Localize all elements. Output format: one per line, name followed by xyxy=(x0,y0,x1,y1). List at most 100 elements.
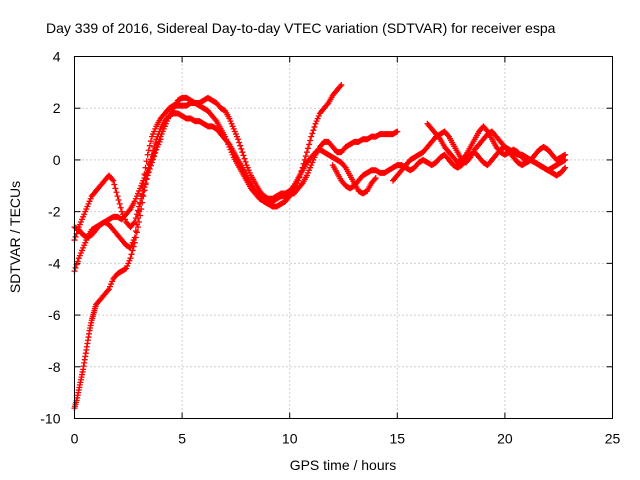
x-tick-label: 0 xyxy=(71,431,79,447)
x-axis-label: GPS time / hours xyxy=(290,457,397,473)
data-point xyxy=(143,176,150,183)
data-point xyxy=(371,176,378,183)
data-point xyxy=(148,159,155,166)
data-point xyxy=(152,149,159,156)
data-point xyxy=(134,207,141,214)
data-point xyxy=(104,287,111,294)
data-point xyxy=(483,127,490,134)
data-point xyxy=(338,81,345,88)
data-point xyxy=(144,151,151,158)
y-tick-label: 0 xyxy=(53,152,61,168)
data-point xyxy=(115,197,122,204)
data-point xyxy=(466,155,473,162)
data-point xyxy=(239,149,246,156)
series-track-d xyxy=(71,136,164,244)
data-point xyxy=(150,156,157,163)
data-point xyxy=(128,251,135,258)
data-point xyxy=(309,130,316,137)
data-point xyxy=(240,152,247,159)
x-tick-labels: 0 5 10 15 20 25 xyxy=(71,431,621,447)
data-point xyxy=(302,153,309,160)
data-point xyxy=(72,233,79,240)
data-point xyxy=(133,229,140,236)
data-point xyxy=(127,255,134,262)
data-point xyxy=(74,227,81,234)
data-point xyxy=(303,149,310,156)
data-point xyxy=(311,123,318,130)
plot-frame xyxy=(74,56,613,419)
data-point xyxy=(146,165,153,172)
chart-title: Day 339 of 2016, Sidereal Day-to-day VTE… xyxy=(46,20,556,36)
data-point xyxy=(142,180,149,187)
data-point xyxy=(241,155,248,162)
data-point xyxy=(237,142,244,149)
data-point xyxy=(131,218,138,225)
data-point xyxy=(561,165,568,172)
data-point xyxy=(131,234,138,241)
data-point xyxy=(444,132,451,139)
data-point xyxy=(143,158,150,165)
data-point xyxy=(235,136,242,143)
data-point xyxy=(462,153,469,160)
data-point xyxy=(436,134,443,141)
data-points xyxy=(71,81,569,412)
data-point xyxy=(114,193,121,200)
data-point xyxy=(307,137,314,144)
data-point xyxy=(306,141,313,148)
data-point xyxy=(74,258,81,265)
y-tick-label: -10 xyxy=(40,411,60,427)
x-tick-label: 20 xyxy=(497,431,513,447)
data-point xyxy=(304,145,311,152)
data-point xyxy=(324,101,331,108)
data-point xyxy=(141,184,148,191)
x-tick-label: 15 xyxy=(390,431,406,447)
data-point xyxy=(394,128,401,135)
data-point xyxy=(117,204,124,211)
data-point xyxy=(113,189,120,196)
data-point xyxy=(145,169,152,176)
data-point xyxy=(138,195,145,202)
data-point xyxy=(132,228,139,235)
series-track-g xyxy=(424,120,569,166)
data-point xyxy=(562,164,569,171)
data-point xyxy=(110,177,117,184)
y-tick-label: -6 xyxy=(48,307,61,323)
data-point xyxy=(72,264,79,271)
x-tick-label: 10 xyxy=(282,431,298,447)
data-point xyxy=(132,215,139,222)
y-tick-label: 2 xyxy=(53,100,61,116)
y-tick-label: -8 xyxy=(48,359,61,375)
data-point xyxy=(147,162,154,169)
data-point xyxy=(140,187,147,194)
data-point xyxy=(372,175,379,182)
data-point xyxy=(139,191,146,198)
data-point xyxy=(133,211,140,218)
data-point xyxy=(341,163,348,170)
data-point xyxy=(112,185,119,192)
data-point xyxy=(130,220,137,227)
data-point xyxy=(238,145,245,152)
data-point xyxy=(236,139,243,146)
data-point xyxy=(145,147,152,154)
data-point xyxy=(111,181,118,188)
data-point xyxy=(298,181,305,188)
data-point xyxy=(147,138,154,145)
x-tick-label: 25 xyxy=(605,431,621,447)
data-point xyxy=(242,158,249,165)
data-point xyxy=(562,151,569,158)
y-tick-label: -2 xyxy=(48,204,61,220)
data-point xyxy=(146,142,153,149)
data-point xyxy=(157,136,164,143)
data-point xyxy=(144,172,151,179)
data-point xyxy=(109,176,116,183)
data-point xyxy=(289,184,296,191)
data-point xyxy=(137,199,144,206)
y-tick-labels: -10 -8 -6 -4 -2 0 2 4 xyxy=(40,49,60,427)
data-point xyxy=(116,200,123,207)
data-point xyxy=(136,203,143,210)
y-tick-label: -4 xyxy=(48,255,61,271)
grid-lines xyxy=(74,56,613,419)
y-tick-label: 4 xyxy=(53,49,61,65)
